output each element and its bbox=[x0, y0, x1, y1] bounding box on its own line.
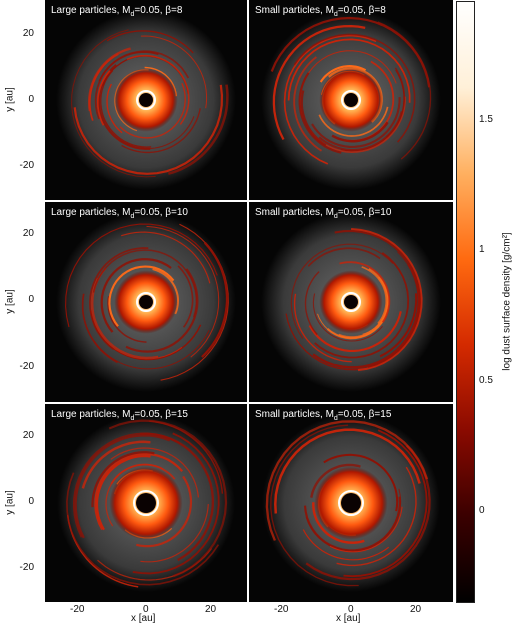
y-tick-label: -20 bbox=[19, 361, 34, 372]
panel-title: Small particles, Md=0.05, β=8 bbox=[255, 5, 386, 18]
colorbar-tick-label: 0.5 bbox=[479, 375, 493, 386]
colorbar bbox=[456, 1, 475, 603]
panel-title: Large particles, Md=0.05, β=10 bbox=[51, 207, 188, 220]
disk-image bbox=[57, 414, 235, 592]
panel-small-beta15: Small particles, Md=0.05, β=15 bbox=[249, 404, 453, 602]
disk-image bbox=[262, 414, 440, 592]
x-tick-label: 0 bbox=[143, 604, 149, 615]
y-tick-label: 0 bbox=[28, 496, 34, 507]
disk-image bbox=[261, 212, 441, 392]
panel-small-beta8: Small particles, Md=0.05, β=8 bbox=[249, 0, 453, 200]
x-tick-label: 20 bbox=[410, 604, 422, 615]
x-tick-label: -20 bbox=[70, 604, 85, 615]
x-tick-label: 20 bbox=[205, 604, 217, 615]
y-tick-label: 0 bbox=[28, 294, 34, 305]
panel-title: Large particles, Md=0.05, β=15 bbox=[51, 409, 188, 422]
panel-large-beta8: Large particles, Md=0.05, β=8 bbox=[45, 0, 247, 200]
y-tick-label: 20 bbox=[22, 28, 34, 39]
y-axis-label: y [au] bbox=[4, 490, 16, 515]
y-tick-label: -20 bbox=[19, 160, 34, 171]
y-tick-label: 20 bbox=[22, 228, 34, 239]
y-tick-label: -20 bbox=[19, 562, 34, 573]
x-axis-label: x [au] bbox=[336, 613, 361, 624]
disk-image bbox=[56, 212, 236, 392]
colorbar-tick-label: 1.5 bbox=[479, 114, 493, 125]
panel-large-beta15: Large particles, Md=0.05, β=15 bbox=[45, 404, 247, 602]
y-tick-label: 0 bbox=[28, 94, 34, 105]
x-tick-label: 0 bbox=[348, 604, 354, 615]
colorbar-tick-label: 1 bbox=[479, 244, 485, 255]
y-axis-label: y [au] bbox=[4, 87, 16, 112]
disk-image bbox=[56, 10, 236, 190]
panel-large-beta10: Large particles, Md=0.05, β=10 bbox=[45, 202, 247, 402]
panel-small-beta10: Small particles, Md=0.05, β=10 bbox=[249, 202, 453, 402]
y-tick-label: 20 bbox=[22, 430, 34, 441]
panel-title: Large particles, Md=0.05, β=8 bbox=[51, 5, 183, 18]
disk-image bbox=[261, 10, 441, 190]
x-axis-label: x [au] bbox=[131, 613, 156, 624]
colorbar-tick-label: 0 bbox=[479, 505, 485, 516]
panel-title: Small particles, Md=0.05, β=10 bbox=[255, 207, 392, 220]
panel-title: Small particles, Md=0.05, β=15 bbox=[255, 409, 392, 422]
x-tick-label: -20 bbox=[274, 604, 289, 615]
colorbar-label: log dust surface density [g/cm²] bbox=[501, 232, 513, 371]
y-axis-label: y [au] bbox=[4, 289, 16, 314]
